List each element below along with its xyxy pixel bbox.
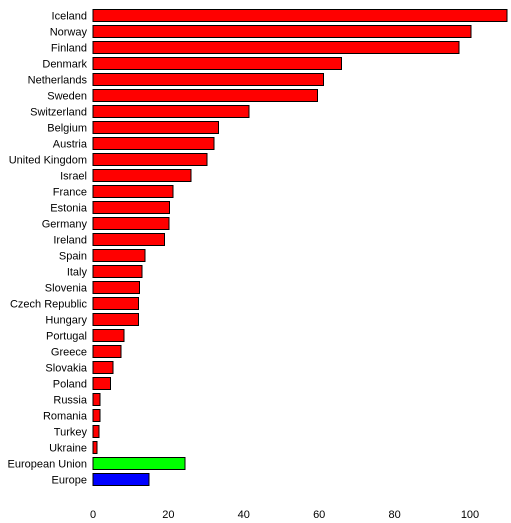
category-label-slovakia: Slovakia — [45, 363, 87, 375]
category-label-turkey: Turkey — [54, 427, 88, 439]
bar-denmark — [92, 57, 342, 70]
bars-group — [92, 9, 508, 486]
category-label-united-kingdom: United Kingdom — [9, 155, 87, 167]
category-label-germany: Germany — [42, 219, 88, 231]
category-label-romania: Romania — [43, 411, 88, 423]
category-label-sweden: Sweden — [47, 91, 87, 103]
bar-sweden — [92, 89, 318, 102]
category-label-finland: Finland — [51, 43, 87, 55]
bar-france — [92, 185, 174, 198]
category-label-switzerland: Switzerland — [30, 107, 87, 119]
x-tick-label: 20 — [162, 509, 174, 521]
category-label-austria: Austria — [53, 139, 88, 151]
bar-estonia — [92, 201, 171, 214]
bar-finland — [92, 41, 460, 54]
bar-turkey — [92, 425, 100, 438]
bar-iceland — [92, 9, 508, 22]
bar-ireland — [92, 233, 165, 246]
category-label-hungary: Hungary — [45, 315, 87, 327]
x-tick-label: 40 — [238, 509, 250, 521]
bar-romania — [92, 409, 101, 422]
category-label-iceland: Iceland — [52, 11, 87, 23]
bar-netherlands — [92, 73, 324, 86]
bar-spain — [92, 249, 146, 262]
bar-austria — [92, 137, 215, 150]
x-tick-label: 100 — [461, 509, 479, 521]
category-label-poland: Poland — [53, 379, 87, 391]
category-label-france: France — [53, 187, 87, 199]
x-axis-tick-labels: 0 20 40 60 80 100 — [90, 509, 479, 521]
bar-europe — [92, 473, 150, 486]
category-label-norway: Norway — [50, 27, 88, 39]
category-label-denmark: Denmark — [42, 59, 87, 71]
bar-slovakia — [92, 361, 114, 374]
x-tick-label: 60 — [313, 509, 325, 521]
bar-poland — [92, 377, 111, 390]
category-label-netherlands: Netherlands — [28, 75, 88, 87]
category-label-spain: Spain — [59, 251, 87, 263]
category-label-european-union: European Union — [7, 459, 87, 471]
x-tick-label: 0 — [90, 509, 96, 521]
category-label-ukraine: Ukraine — [49, 443, 87, 455]
bar-switzerland — [92, 105, 250, 118]
category-label-italy: Italy — [67, 267, 88, 279]
bar-greece — [92, 345, 122, 358]
category-label-portugal: Portugal — [46, 331, 87, 343]
category-label-russia: Russia — [53, 395, 88, 407]
bar-israel — [92, 169, 192, 182]
category-label-slovenia: Slovenia — [45, 283, 88, 295]
category-labels: Iceland Norway Finland Denmark Netherlands Sw… — [7, 11, 87, 487]
x-tick-label: 80 — [388, 509, 400, 521]
bar-belgium — [92, 121, 220, 134]
category-label-israel: Israel — [60, 171, 87, 183]
category-label-czech-republic: Czech Republic — [10, 299, 88, 311]
bar-united-kingdom — [92, 153, 208, 166]
bar-czech-republic — [92, 297, 140, 310]
bar-italy — [92, 265, 143, 278]
bar-slovenia — [92, 281, 141, 294]
category-label-belgium: Belgium — [47, 123, 87, 135]
bar-portugal — [92, 329, 125, 342]
bar-russia — [92, 393, 101, 406]
category-label-greece: Greece — [51, 347, 87, 359]
bar-ukraine — [92, 441, 98, 454]
bar-germany — [92, 217, 170, 230]
category-label-estonia: Estonia — [50, 203, 88, 215]
bar-hungary — [92, 313, 140, 326]
category-label-europe: Europe — [52, 475, 87, 487]
bar-norway — [92, 25, 472, 38]
bar-european-union — [92, 457, 186, 470]
category-label-ireland: Ireland — [53, 235, 87, 247]
